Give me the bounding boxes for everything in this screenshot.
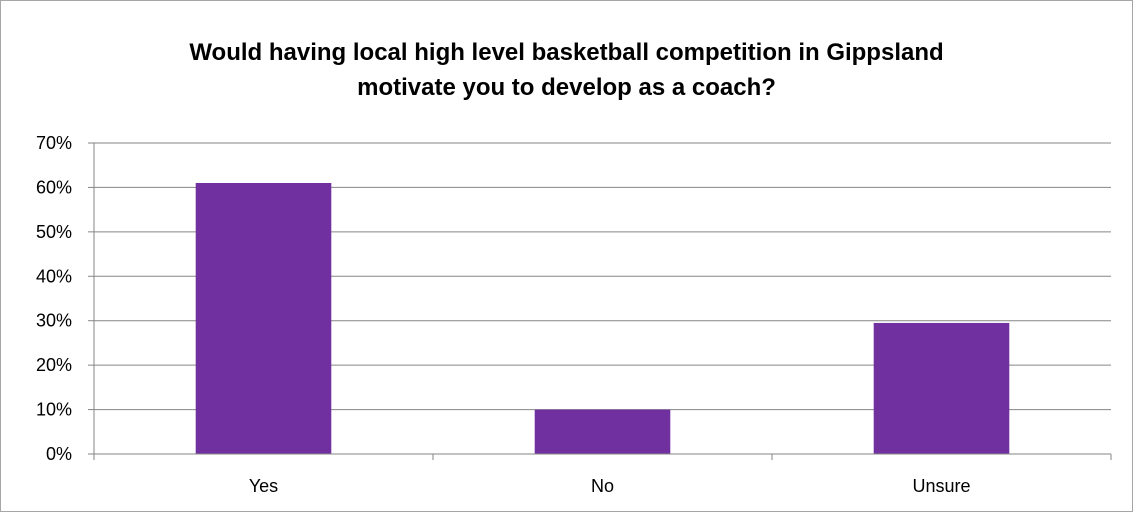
chart-title-line-1: Would having local high level basketball… <box>189 39 944 66</box>
y-tick-label: 0% <box>46 444 72 464</box>
x-tick-label: Unsure <box>912 476 970 496</box>
chart-title-line-2: motivate you to develop as a coach? <box>357 74 776 101</box>
y-tick-label: 30% <box>36 311 72 331</box>
x-tick-label: No <box>591 476 614 496</box>
y-tick-label: 20% <box>36 355 72 375</box>
bar-yes <box>195 182 332 454</box>
x-tick-label: Yes <box>249 476 278 496</box>
y-tick-label: 60% <box>36 177 72 197</box>
bar-no <box>534 409 671 454</box>
y-tick-label: 70% <box>36 133 72 153</box>
y-tick-label: 50% <box>36 222 72 242</box>
y-tick-label: 40% <box>36 266 72 286</box>
y-tick-label: 10% <box>36 400 72 420</box>
bar-unsure <box>873 322 1010 454</box>
chart-title: Would having local high level basketball… <box>1 35 1132 105</box>
